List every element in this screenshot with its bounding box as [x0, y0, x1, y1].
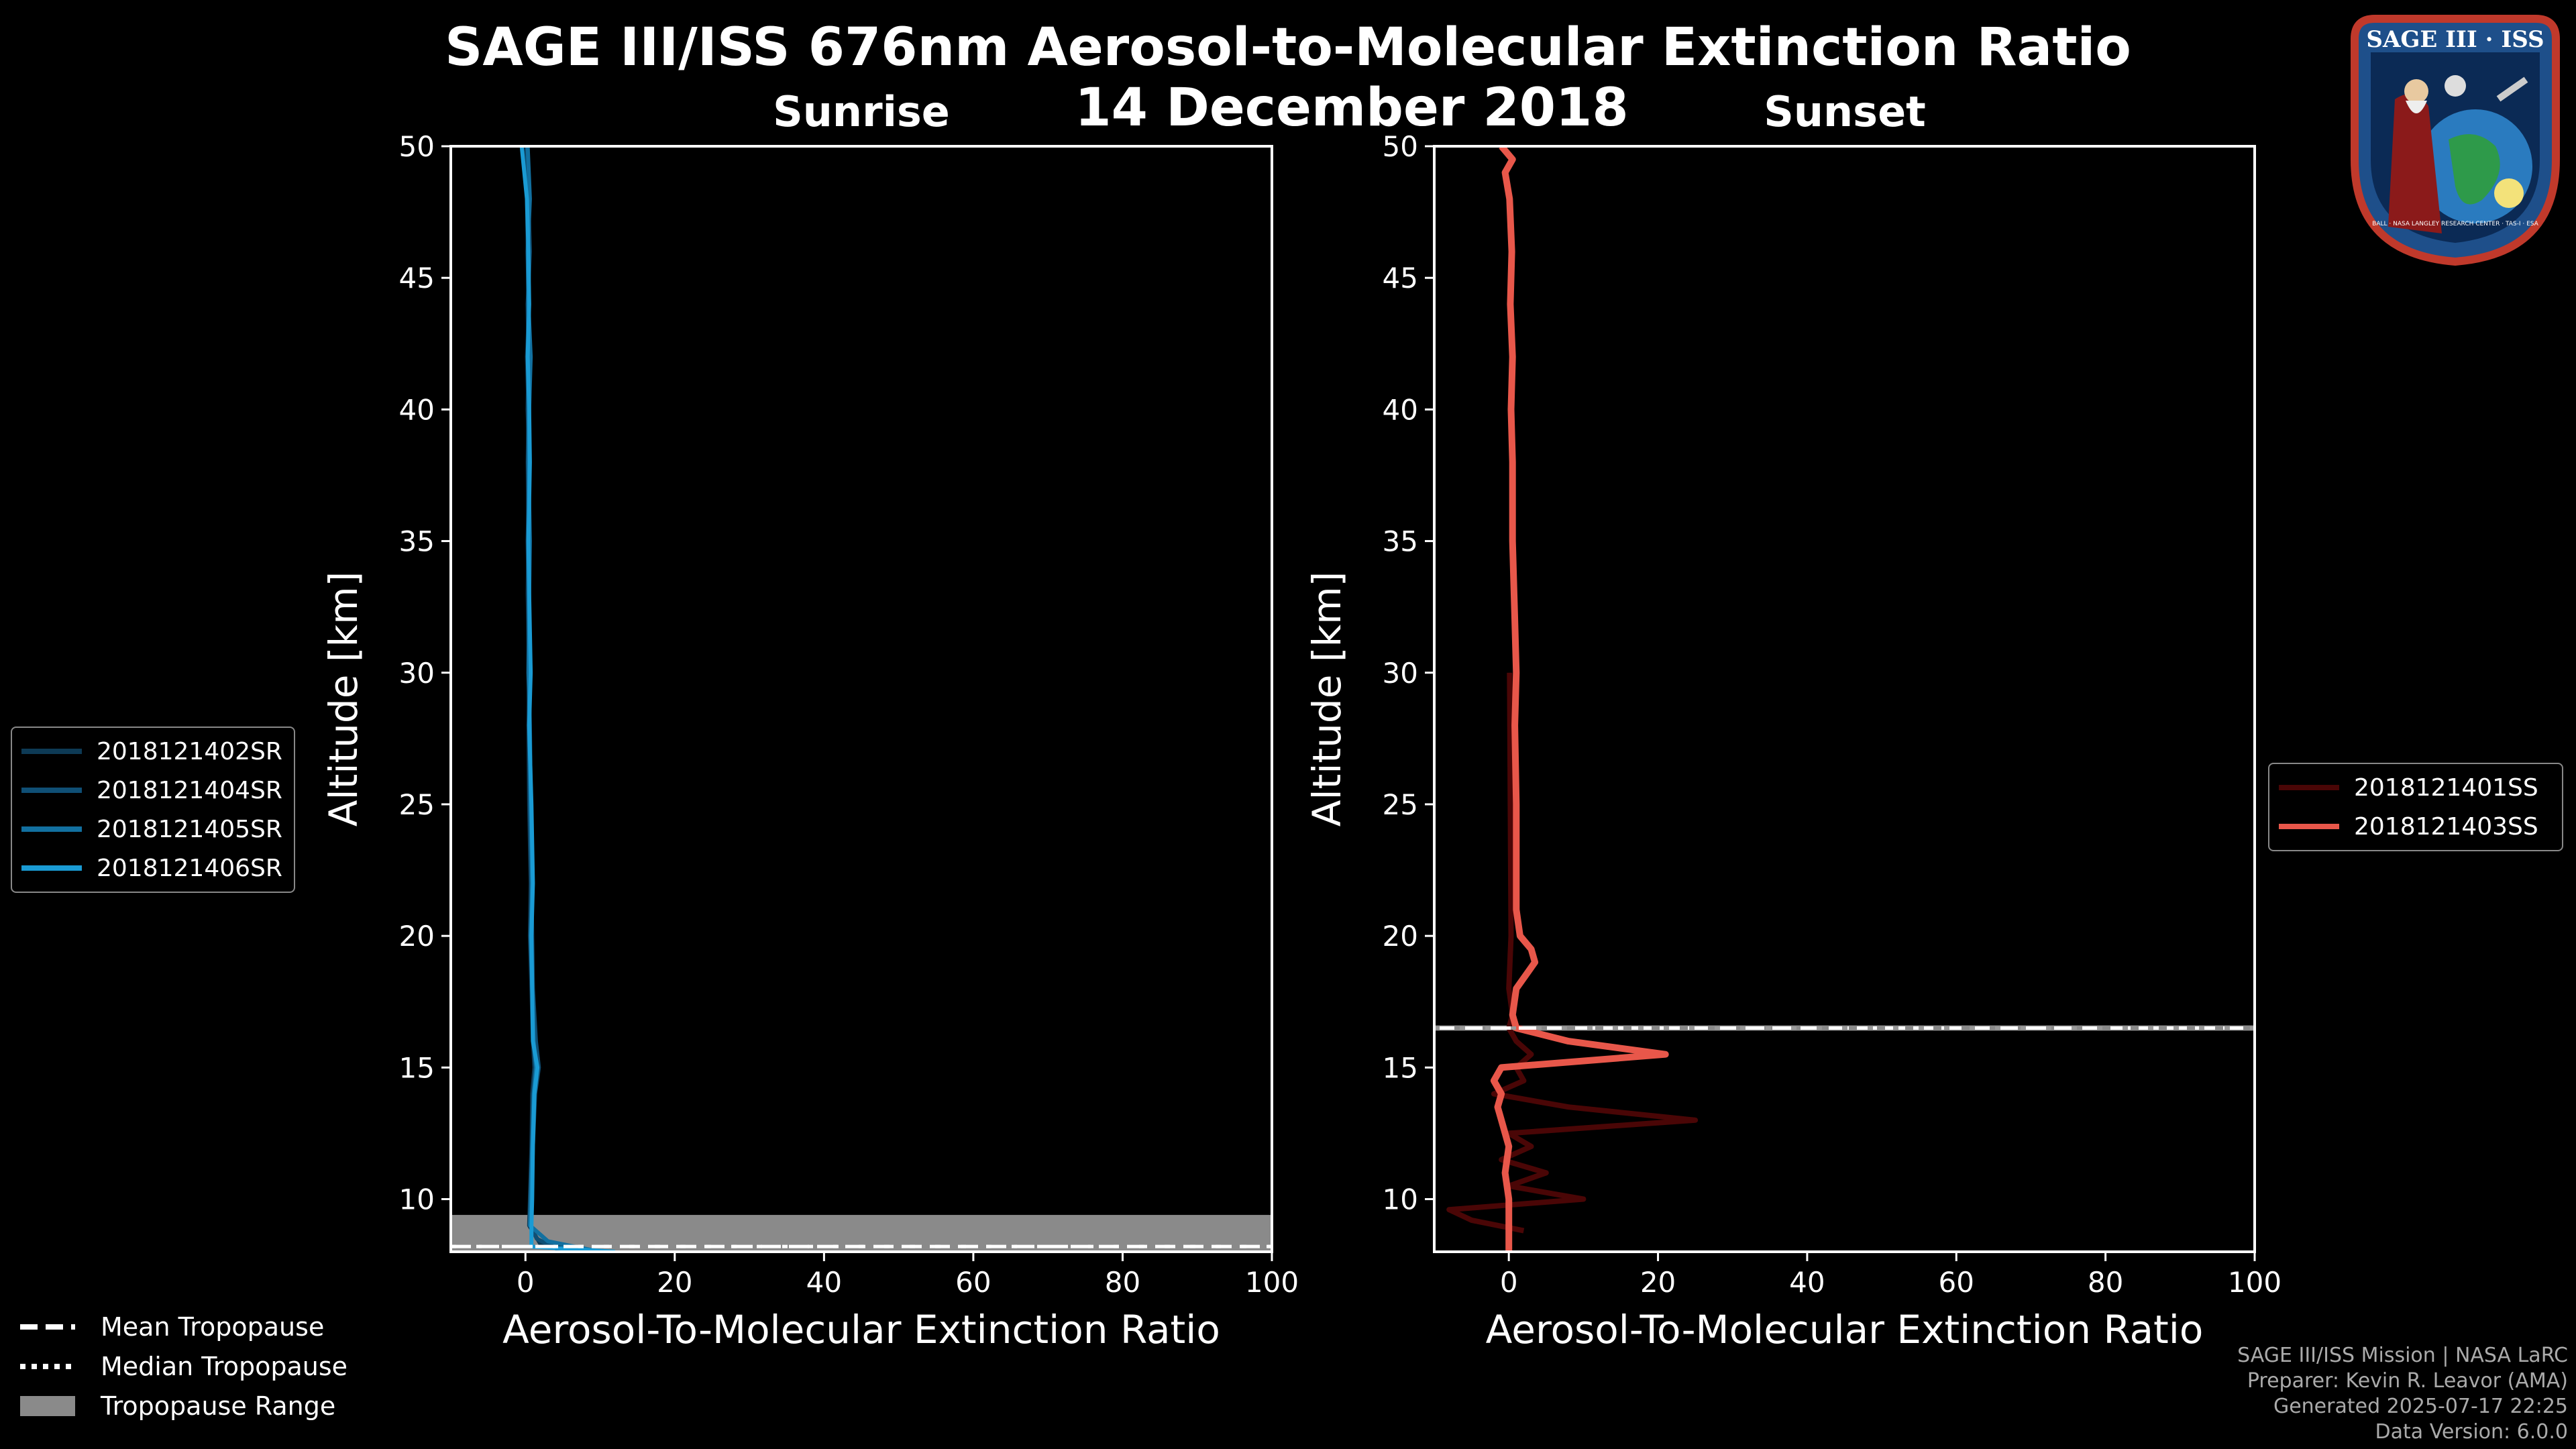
legend-swatch-sr3: [21, 826, 82, 832]
sunrise-ytick-label-15: 15: [399, 1051, 435, 1084]
footer-preparer: Preparer: Kevin R. Leavor (AMA): [2247, 1369, 2568, 1393]
median-tropopause-swatch: [20, 1363, 75, 1369]
sunset-xtick-label-0: 0: [1500, 1266, 1518, 1299]
sunrise-ytick-label-50: 50: [399, 130, 435, 163]
mean-tropopause-label: Mean Tropopause: [101, 1311, 325, 1342]
sunset-xtick-label-100: 100: [2228, 1266, 2282, 1299]
sunrise-xtick-label-60: 60: [955, 1266, 991, 1299]
sunset-ytick-label-30: 30: [1383, 657, 1418, 690]
legend-label-ss1: 2018121401SS: [2354, 773, 2538, 802]
sunrise-panel: 0 20 40 60 80 100 10 15 20 25 30 35 40 45 50 Aerosol-To…: [321, 130, 1299, 1352]
sunrise-xtick-label-20: 20: [657, 1266, 692, 1299]
footer-mission: SAGE III/ISS Mission | NASA LaRC: [2237, 1344, 2568, 1367]
legend-swatch-sr2: [21, 788, 82, 793]
legend-label-sr1: 2018121402SR: [97, 737, 282, 765]
legend-swatch-sr4: [21, 865, 82, 871]
legend-swatch-ss2: [2279, 824, 2339, 829]
legend-item-sr4: 2018121406SR: [12, 849, 294, 888]
sunrise-ytick-label-25: 25: [399, 788, 435, 821]
mean-tropopause-swatch: [20, 1324, 75, 1330]
legend-item-ss2: 2018121403SS: [2269, 807, 2562, 846]
footer-credits: SAGE III/ISS Mission | NASA LaRC Prepare…: [2237, 1343, 2568, 1445]
sunset-panel-title: Sunset: [1764, 87, 1926, 136]
legend-swatch-ss1: [2279, 785, 2339, 790]
sunrise-ytick-label-40: 40: [399, 393, 435, 426]
sunrise-xtick-label-0: 0: [517, 1266, 535, 1299]
legend-label-sr2: 2018121404SR: [97, 776, 282, 804]
sunset-legend: 2018121401SS 2018121403SS: [2268, 763, 2563, 851]
sunset-panel: 0 20 40 60 80 100 10 15 20 25 30 35 40 45 50 Aerosol-To…: [1304, 130, 2282, 1352]
sunset-xtick-label-60: 60: [1939, 1266, 1974, 1299]
sunrise-xtick-label-40: 40: [806, 1266, 842, 1299]
median-tropopause-label: Median Tropopause: [101, 1351, 347, 1381]
sunset-ytick-label-20: 20: [1383, 920, 1418, 953]
sunset-plot-frame: [1433, 145, 2256, 1253]
legend-item-ss1: 2018121401SS: [2269, 768, 2562, 807]
sunrise-plot-frame: [449, 145, 1273, 1253]
legend-mean-tropopause: Mean Tropopause: [20, 1307, 347, 1346]
sunrise-series-2018121406SR: [519, 146, 615, 1252]
sunrise-xaxis-label: Aerosol-To-Molecular Extinction Ratio: [502, 1307, 1220, 1352]
legend-label-ss2: 2018121403SS: [2354, 812, 2538, 841]
date-title: 14 December 2018: [1075, 78, 1629, 138]
tropopause-range-swatch: [20, 1395, 75, 1416]
legend-item-sr2: 2018121404SR: [12, 771, 294, 810]
sunset-ytick-label-35: 35: [1383, 525, 1418, 558]
sage-iii-iss-logo: SAGE III · ISS BALL · NASA LANGLEY RESEA…: [2351, 15, 2560, 266]
sunset-xaxis-label: Aerosol-To-Molecular Extinction Ratio: [1486, 1307, 2204, 1352]
legend-label-sr3: 2018121405SR: [97, 815, 282, 843]
sunset-yaxis-label: Altitude [km]: [1304, 572, 1350, 826]
sunset-ytick-label-40: 40: [1383, 393, 1418, 426]
sunrise-xtick-label-80: 80: [1105, 1266, 1140, 1299]
sunrise-series-2018121405SR: [525, 146, 601, 1252]
tropopause-range-label: Tropopause Range: [101, 1391, 336, 1421]
sunrise-panel-title: Sunrise: [773, 87, 950, 136]
sunrise-ytick-label-45: 45: [399, 262, 435, 294]
sunset-series-2018121401SS: [1446, 672, 1699, 1234]
sunrise-ytick-label-30: 30: [399, 657, 435, 690]
footer-version: Data Version: 6.0.0: [2375, 1420, 2568, 1444]
sunset-xtick-label-80: 80: [2088, 1266, 2123, 1299]
legend-item-sr3: 2018121405SR: [12, 810, 294, 849]
tropopause-legend: Mean Tropopause Median Tropopause Tropop…: [20, 1307, 347, 1426]
legend-label-sr4: 2018121406SR: [97, 854, 282, 882]
sunrise-yaxis-label: Altitude [km]: [321, 572, 366, 826]
sunset-ytick-label-25: 25: [1383, 788, 1418, 821]
sunset-ytick-label-50: 50: [1383, 130, 1418, 163]
logo-title: SAGE III · ISS: [2366, 26, 2544, 53]
sunrise-xtick-label-100: 100: [1245, 1266, 1299, 1299]
legend-swatch-sr1: [21, 749, 82, 754]
footer-generated: Generated 2025-07-17 22:25: [2273, 1395, 2568, 1418]
sunset-ytick-label-15: 15: [1383, 1051, 1418, 1084]
legend-median-tropopause: Median Tropopause: [20, 1346, 347, 1386]
sunrise-ytick-label-20: 20: [399, 920, 435, 953]
sunset-ytick-label-45: 45: [1383, 262, 1418, 294]
sunset-series-2018121403SS: [1490, 146, 1669, 1252]
sunrise-ytick-label-10: 10: [399, 1183, 435, 1216]
logo-ring-text: BALL · NASA LANGLEY RESEARCH CENTER · TA…: [2372, 221, 2539, 227]
sunrise-legend: 2018121402SR 2018121404SR 2018121405SR 2…: [11, 727, 295, 893]
sunset-ytick-label-10: 10: [1383, 1183, 1418, 1216]
sunrise-ytick-label-35: 35: [399, 525, 435, 558]
main-title: SAGE III/ISS 676nm Aerosol-to-Molecular …: [445, 17, 2131, 78]
legend-tropopause-range: Tropopause Range: [20, 1386, 347, 1426]
legend-item-sr1: 2018121402SR: [12, 732, 294, 771]
sunset-xtick-label-20: 20: [1640, 1266, 1676, 1299]
sunset-xtick-label-40: 40: [1789, 1266, 1825, 1299]
